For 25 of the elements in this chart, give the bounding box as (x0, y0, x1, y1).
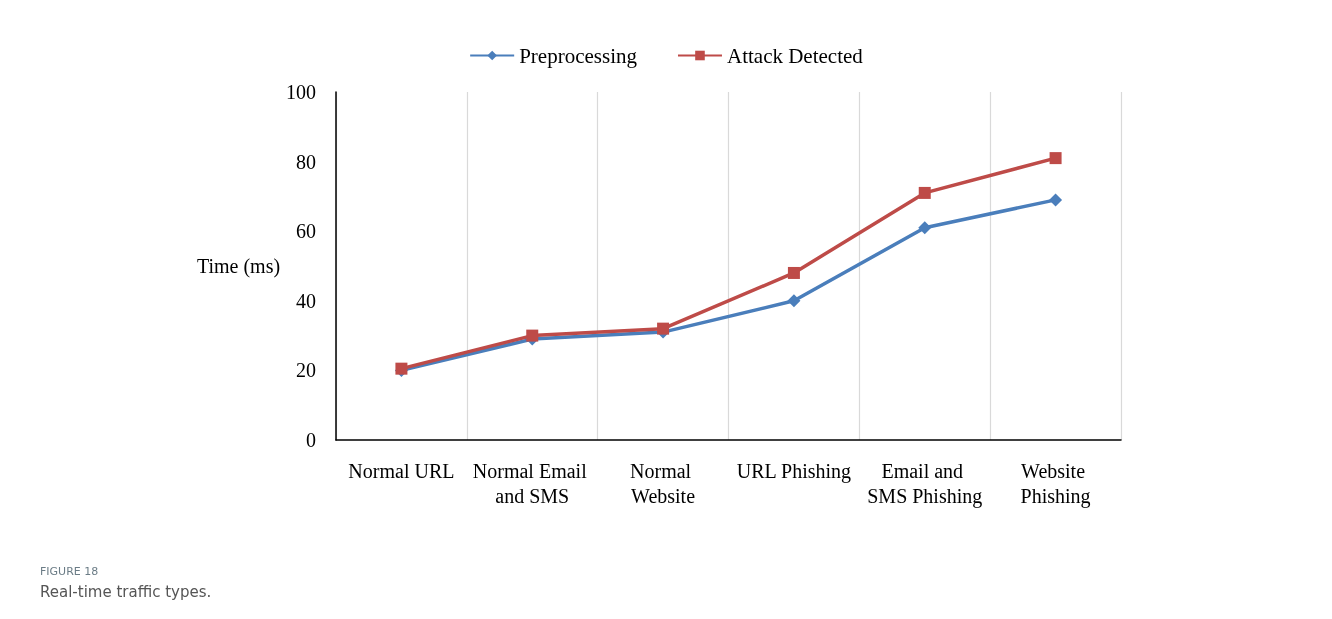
y-tick-label: 40 (296, 289, 316, 312)
legend-label: Attack Detected (726, 43, 864, 68)
point (918, 186, 931, 199)
x-tick-label: Website Phishing (1020, 459, 1091, 508)
point (526, 329, 539, 342)
x-tick-label: Normal URL (348, 459, 455, 482)
y-tick-label: 20 (296, 359, 316, 382)
y-tick-label: 0 (306, 429, 316, 451)
x-tick-label: URL Phishing (736, 459, 852, 483)
point (787, 294, 801, 308)
x-tick-label: Normal Website (630, 459, 697, 507)
x-tick-label: Normal Email and SMS (472, 459, 592, 507)
point (1049, 152, 1062, 165)
point (657, 322, 670, 335)
y-axis-title: Time (ms) (196, 255, 281, 278)
y-tick-label: 80 (296, 150, 316, 173)
y-tick-label: 100 (286, 81, 316, 103)
caption: FIGURE 18 (40, 565, 99, 578)
point (1049, 193, 1063, 207)
point (918, 221, 932, 235)
point (787, 266, 800, 279)
legend-label: Preprocessing (519, 43, 638, 68)
x-tick-label: Email and SMS Phishing (867, 459, 983, 508)
y-tick-label: 60 (296, 220, 316, 243)
text: Real-time traffic types. (40, 582, 212, 601)
